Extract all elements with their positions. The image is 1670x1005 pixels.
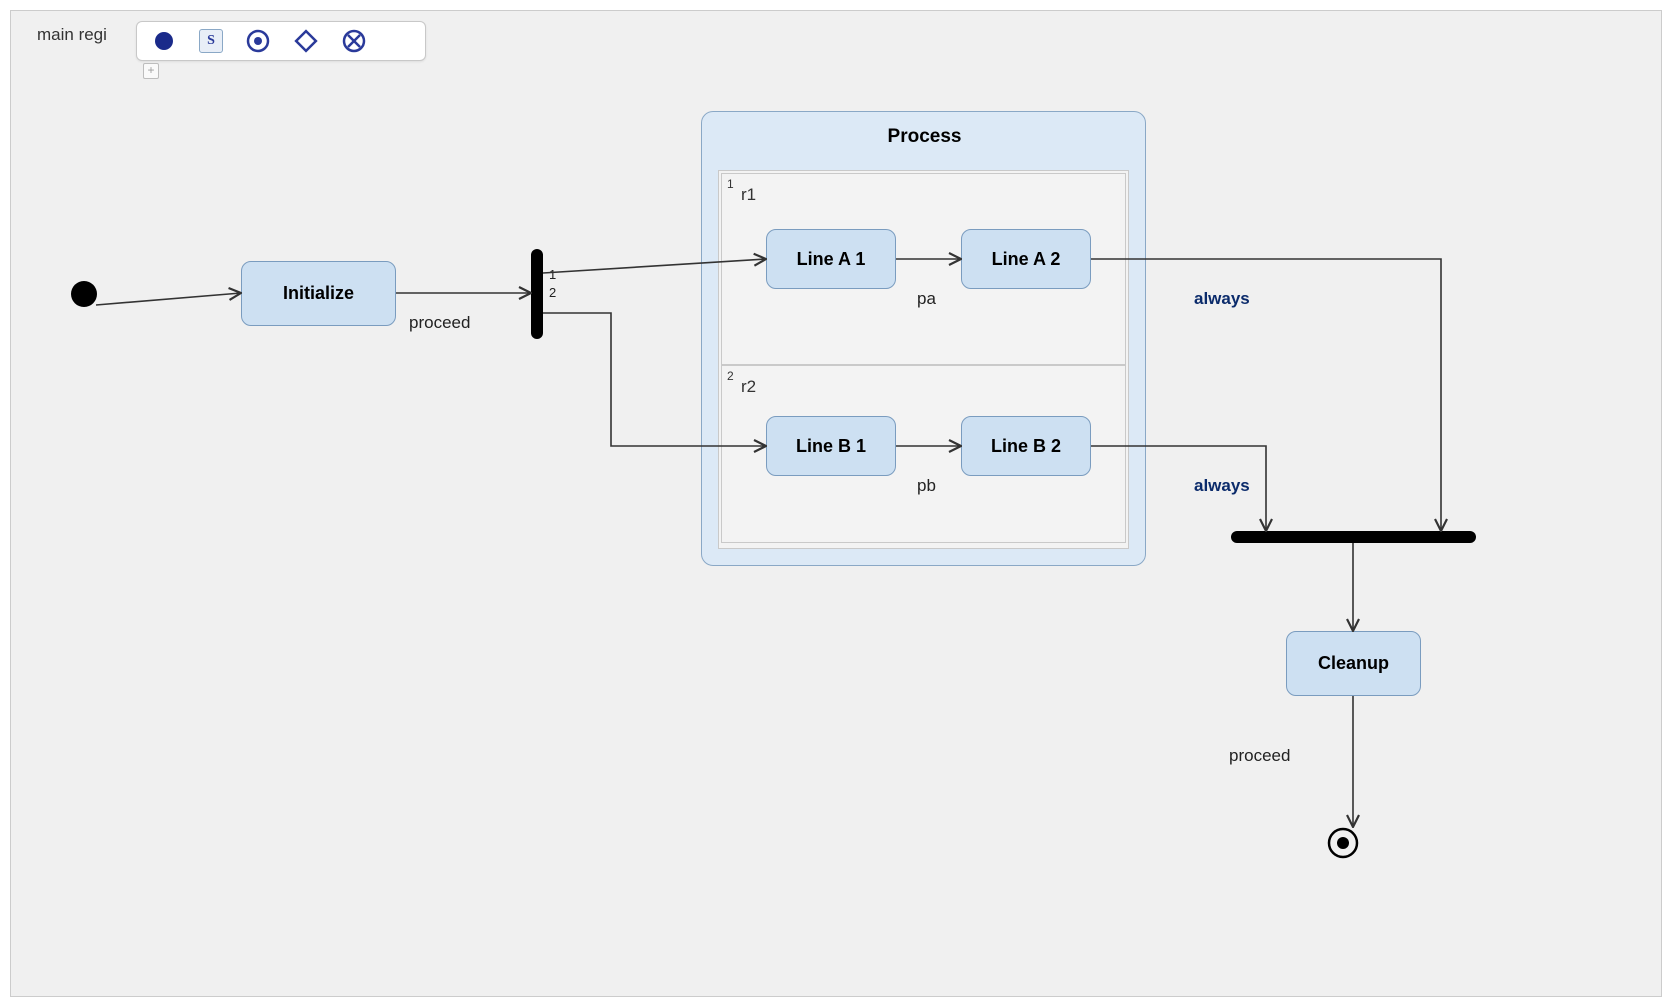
edge-label-proceed-2: proceed [1229, 746, 1290, 766]
edge-label-always-b: always [1194, 476, 1250, 496]
state-initialize-label: Initialize [283, 283, 354, 304]
fork-out-2: 2 [549, 285, 556, 300]
state-line-b-1[interactable]: Line B 1 [766, 416, 896, 476]
state-line-a-1[interactable]: Line A 1 [766, 229, 896, 289]
fork-out-1: 1 [549, 267, 556, 282]
region-r2-label: r2 [741, 377, 756, 397]
edge-label-pa: pa [917, 289, 936, 309]
state-line-b-2[interactable]: Line B 2 [961, 416, 1091, 476]
main-region-label: main regi [37, 25, 107, 45]
initial-state-icon[interactable] [151, 28, 177, 54]
state-cleanup-label: Cleanup [1318, 653, 1389, 674]
palette-toolbar: S [136, 21, 426, 61]
composite-process-title: Process [702, 126, 1147, 148]
shallow-history-icon[interactable]: S [199, 29, 223, 53]
region-r2-index: 2 [727, 369, 734, 383]
add-element-handle[interactable]: + [143, 63, 159, 79]
diagram-canvas[interactable]: main regi S + Initialize 1 2 Pr [10, 10, 1662, 997]
final-state-icon[interactable] [245, 28, 271, 54]
state-line-b-2-label: Line B 2 [991, 436, 1061, 457]
edge-label-always-a: always [1194, 289, 1250, 309]
state-line-a-2-label: Line A 2 [992, 249, 1061, 270]
region-r1-label: r1 [741, 185, 756, 205]
edge-label-proceed-1: proceed [409, 313, 470, 333]
exit-point-icon[interactable] [341, 28, 367, 54]
edge-label-pb: pb [917, 476, 936, 496]
choice-icon[interactable] [293, 28, 319, 54]
state-line-a-2[interactable]: Line A 2 [961, 229, 1091, 289]
state-line-b-1-label: Line B 1 [796, 436, 866, 457]
fork-bar[interactable] [531, 249, 543, 339]
initial-state-node[interactable] [70, 280, 98, 308]
region-r1-index: 1 [727, 177, 734, 191]
state-initialize[interactable]: Initialize [241, 261, 396, 326]
join-bar[interactable] [1231, 531, 1476, 543]
state-cleanup[interactable]: Cleanup [1286, 631, 1421, 696]
e-init-initialize[interactable] [96, 293, 241, 305]
state-line-a-1-label: Line A 1 [797, 249, 866, 270]
final-state-node[interactable] [1327, 827, 1359, 859]
